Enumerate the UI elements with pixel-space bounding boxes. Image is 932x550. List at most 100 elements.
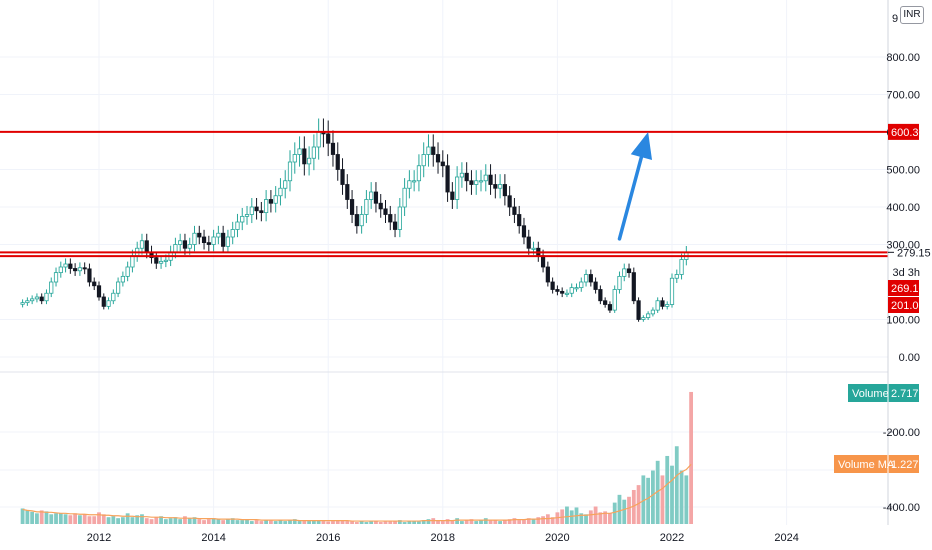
- candle-body: [502, 184, 507, 197]
- candle: [287, 150, 293, 192]
- candle: [464, 162, 469, 192]
- volume-bar: [603, 511, 608, 524]
- candle-body: [283, 180, 288, 189]
- candle-body: [392, 221, 398, 230]
- candle: [507, 186, 512, 216]
- candle-body: [545, 266, 550, 283]
- price-tick-label: 700.00: [886, 90, 920, 102]
- volume-bar: [163, 519, 168, 524]
- candle: [106, 297, 111, 310]
- price-tick-label: 9: [892, 13, 898, 25]
- volume-tick-label: -400.00: [883, 502, 920, 514]
- candle-body: [316, 131, 321, 148]
- horizontal-levels[interactable]: [0, 130, 888, 258]
- candle-body: [206, 242, 211, 245]
- currency-badge[interactable]: INR: [900, 6, 924, 24]
- volume-bar: [144, 518, 149, 524]
- candle-body: [416, 165, 422, 182]
- volume-bar: [455, 518, 460, 524]
- price-axis[interactable]: 9800.00700.00600.00500.00400.00300.00100…: [883, 13, 920, 514]
- candle-body: [407, 180, 412, 189]
- volume-bar: [326, 521, 331, 524]
- time-axis[interactable]: 2012 2014 2016 2018 2020 2022 2024: [87, 532, 799, 544]
- candle-body: [588, 274, 593, 283]
- volume-bar: [550, 517, 555, 524]
- candle-body: [230, 229, 235, 238]
- candle: [588, 269, 593, 287]
- candle-body: [25, 300, 30, 304]
- volume-bar: [63, 514, 68, 524]
- candle: [426, 134, 431, 167]
- arrow-shaft[interactable]: [617, 155, 644, 241]
- candle-body: [526, 236, 531, 249]
- time-tick-label: 2014: [201, 532, 225, 544]
- candle-body: [507, 195, 512, 208]
- volume-bar: [426, 519, 431, 524]
- candle: [555, 285, 560, 296]
- candle: [73, 263, 78, 276]
- candle-body: [574, 287, 579, 290]
- resistance-badge-text: 600.30: [891, 127, 925, 139]
- projection-arrow[interactable]: [617, 132, 653, 241]
- volume-bar: [531, 519, 536, 524]
- volume-bar: [130, 517, 135, 524]
- support-upper-badge-text: 269.10: [891, 283, 925, 295]
- candle-body: [144, 240, 149, 253]
- volume-bar: [173, 517, 178, 524]
- candle: [369, 182, 374, 209]
- volume-bar: [469, 519, 474, 524]
- candle-body: [493, 184, 498, 189]
- volume-bar: [87, 516, 92, 524]
- volume-bar: [292, 519, 297, 524]
- candle-body: [211, 236, 216, 245]
- volume-bar: [140, 514, 144, 524]
- time-tick-label: 2018: [431, 532, 455, 544]
- candle-body: [49, 281, 54, 294]
- candle: [340, 158, 345, 195]
- candle-body: [58, 266, 63, 274]
- candle-body: [34, 296, 40, 300]
- volume-bar: [44, 511, 49, 524]
- candle: [230, 221, 235, 245]
- volume-bar: [636, 485, 641, 524]
- candle: [178, 233, 183, 252]
- candle: [512, 198, 517, 224]
- candle: [259, 201, 264, 222]
- candle: [192, 225, 197, 252]
- candle-body: [598, 289, 603, 302]
- volume-bar: [684, 475, 689, 524]
- candle: [306, 146, 312, 176]
- volume-bar: [407, 521, 412, 524]
- volume-bar: [598, 512, 603, 524]
- volume-bar: [54, 513, 58, 524]
- candle: [497, 174, 503, 199]
- volume-bar: [393, 521, 397, 524]
- candle: [53, 267, 59, 287]
- candle: [359, 205, 364, 234]
- candle: [412, 170, 417, 192]
- arrow-head[interactable]: [630, 132, 653, 160]
- candle-body: [292, 154, 297, 163]
- candle: [158, 255, 164, 269]
- volume-bar: [493, 520, 498, 524]
- candle-body: [474, 180, 479, 185]
- candle-body: [440, 161, 445, 167]
- volume-bar: [526, 518, 531, 524]
- volume-bar: [569, 510, 574, 524]
- candle: [92, 277, 97, 291]
- volume-bar: [211, 518, 216, 524]
- volume-bar: [412, 520, 417, 524]
- candle: [273, 186, 278, 213]
- candle-body: [607, 304, 613, 311]
- candle-body: [641, 317, 646, 320]
- candle: [493, 174, 498, 199]
- candle: [268, 190, 274, 213]
- candle-body: [550, 281, 555, 290]
- candle-body: [636, 300, 641, 320]
- volume-bar: [183, 516, 187, 524]
- volume-bar: [498, 521, 502, 524]
- candle: [20, 299, 25, 308]
- candle-body: [30, 298, 35, 302]
- candle: [650, 307, 656, 317]
